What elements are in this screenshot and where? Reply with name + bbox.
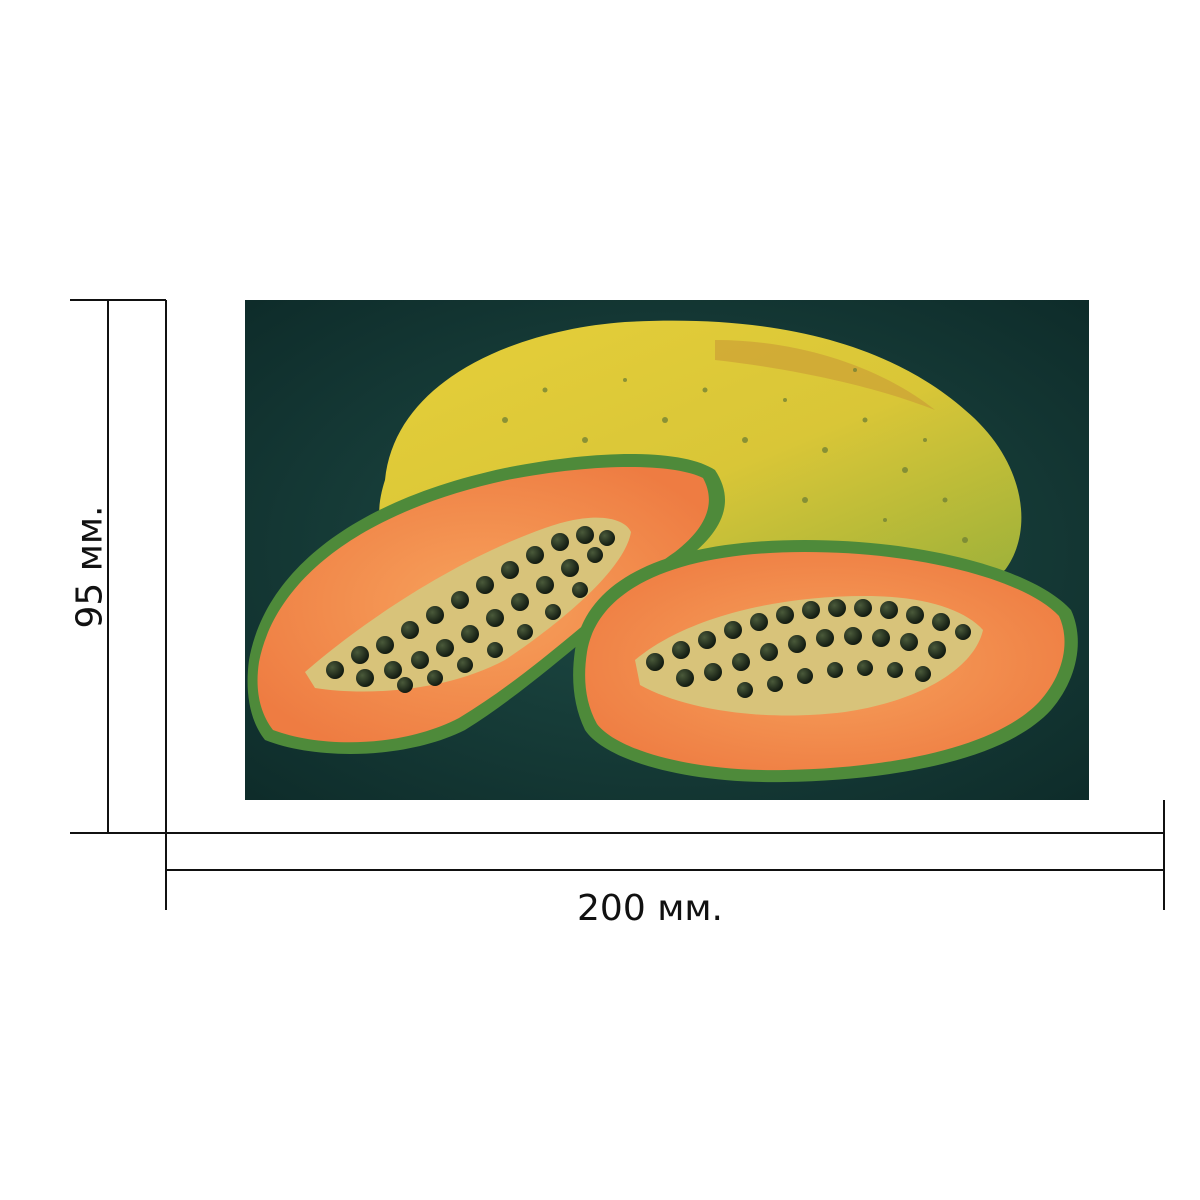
height-label: 95 мм.: [69, 505, 111, 629]
product-photo: [245, 300, 1089, 800]
width-label: 200 мм.: [577, 888, 723, 929]
papaya-half-right: [573, 540, 1078, 783]
papaya-half-left: [247, 453, 725, 754]
